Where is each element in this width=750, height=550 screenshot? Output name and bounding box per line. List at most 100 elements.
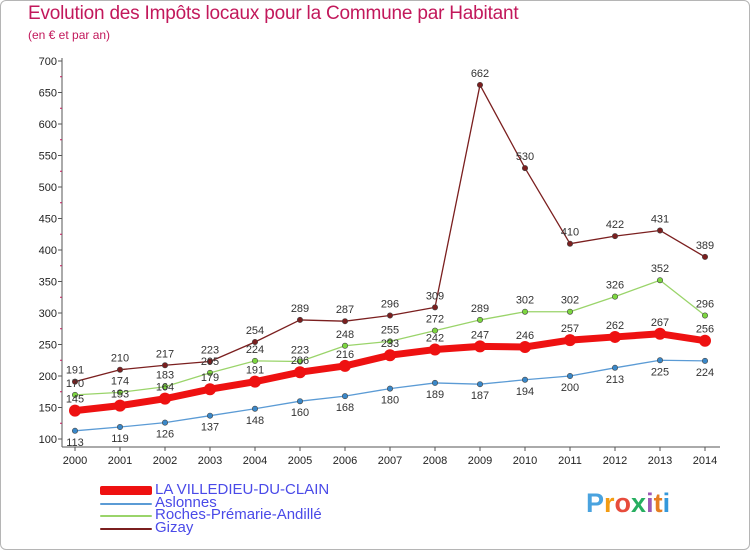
data-point-roches-pr-marie-andill bbox=[341, 342, 348, 349]
x-tick-label: 2001 bbox=[108, 455, 132, 467]
x-tick-label: 2008 bbox=[423, 455, 447, 467]
data-label-la-villedieu-du-clain: 256 bbox=[696, 324, 714, 336]
data-point-roches-pr-marie-andill bbox=[117, 389, 124, 396]
data-point-gizay bbox=[207, 358, 214, 365]
logo-letter: P bbox=[586, 488, 605, 518]
data-point-gizay bbox=[117, 366, 124, 373]
x-tick-label: 2011 bbox=[558, 455, 582, 467]
y-tick-label: 350 bbox=[39, 277, 57, 289]
data-label-la-villedieu-du-clain: 262 bbox=[606, 320, 624, 332]
data-point-la-villedieu-du-clain bbox=[249, 375, 261, 388]
data-point-gizay bbox=[656, 227, 663, 234]
legend-swatch bbox=[100, 527, 152, 530]
data-point-gizay bbox=[611, 233, 618, 240]
y-tick-label: 300 bbox=[39, 308, 57, 320]
data-point-roches-pr-marie-andill bbox=[162, 383, 169, 390]
data-point-la-villedieu-du-clain bbox=[294, 366, 306, 379]
x-tick-label: 2000 bbox=[63, 455, 87, 467]
data-point-la-villedieu-du-clain bbox=[699, 334, 711, 347]
data-label-roches-pr-marie-andill: 352 bbox=[651, 263, 669, 275]
data-point-gizay bbox=[566, 240, 573, 247]
data-label-gizay: 217 bbox=[156, 348, 174, 360]
data-label-roches-pr-marie-andill: 302 bbox=[561, 295, 579, 307]
data-point-la-villedieu-du-clain bbox=[69, 404, 81, 417]
data-label-aslonnes: 168 bbox=[336, 402, 354, 414]
data-label-roches-pr-marie-andill: 289 bbox=[471, 303, 489, 315]
data-label-gizay: 289 bbox=[291, 303, 309, 315]
data-point-la-villedieu-du-clain bbox=[654, 327, 666, 340]
data-label-la-villedieu-du-clain: 153 bbox=[111, 389, 129, 401]
data-label-aslonnes: 194 bbox=[516, 386, 534, 398]
data-label-gizay: 309 bbox=[426, 290, 444, 302]
data-label-gizay: 296 bbox=[381, 299, 399, 311]
data-label-roches-pr-marie-andill: 183 bbox=[156, 370, 174, 382]
data-label-aslonnes: 187 bbox=[471, 390, 489, 402]
data-point-aslonnes bbox=[252, 405, 259, 412]
y-tick-label: 150 bbox=[39, 403, 57, 415]
data-point-aslonnes bbox=[701, 357, 708, 364]
data-label-roches-pr-marie-andill: 170 bbox=[66, 378, 84, 390]
data-label-aslonnes: 224 bbox=[696, 367, 714, 379]
data-point-gizay bbox=[296, 316, 303, 323]
data-point-aslonnes bbox=[431, 379, 438, 386]
x-tick-label: 2009 bbox=[468, 455, 492, 467]
data-label-aslonnes: 137 bbox=[201, 422, 219, 434]
y-tick-label: 700 bbox=[39, 56, 57, 68]
data-label-aslonnes: 200 bbox=[561, 382, 579, 394]
data-label-roches-pr-marie-andill: 272 bbox=[426, 314, 444, 326]
data-label-gizay: 287 bbox=[336, 304, 354, 316]
data-label-roches-pr-marie-andill: 224 bbox=[246, 344, 264, 356]
data-label-roches-pr-marie-andill: 296 bbox=[696, 299, 714, 311]
data-label-la-villedieu-du-clain: 242 bbox=[426, 333, 444, 345]
data-point-la-villedieu-du-clain bbox=[519, 341, 531, 354]
data-point-gizay bbox=[162, 362, 169, 369]
legend-label: Roches-Prémarie-Andillé bbox=[155, 506, 322, 523]
data-point-aslonnes bbox=[296, 398, 303, 405]
x-tick-label: 2012 bbox=[603, 455, 627, 467]
chart-title: Evolution des Impôts locaux pour la Comm… bbox=[28, 3, 519, 24]
logo-letter: r bbox=[604, 488, 615, 518]
data-label-la-villedieu-du-clain: 179 bbox=[201, 372, 219, 384]
y-tick-label: 250 bbox=[39, 340, 57, 352]
data-label-gizay: 210 bbox=[111, 353, 129, 365]
data-label-gizay: 530 bbox=[516, 151, 534, 163]
data-label-la-villedieu-du-clain: 216 bbox=[336, 349, 354, 361]
data-point-la-villedieu-du-clain bbox=[429, 343, 441, 356]
data-label-roches-pr-marie-andill: 255 bbox=[381, 324, 399, 336]
data-label-la-villedieu-du-clain: 246 bbox=[516, 330, 534, 342]
data-label-roches-pr-marie-andill: 223 bbox=[291, 345, 309, 357]
data-label-aslonnes: 180 bbox=[381, 395, 399, 407]
data-label-la-villedieu-du-clain: 206 bbox=[291, 355, 309, 367]
data-label-aslonnes: 148 bbox=[246, 415, 264, 427]
data-point-gizay bbox=[341, 318, 348, 325]
data-label-gizay: 431 bbox=[651, 213, 669, 225]
data-point-aslonnes bbox=[521, 376, 528, 383]
logo-letter: i bbox=[662, 488, 671, 518]
data-point-roches-pr-marie-andill bbox=[386, 338, 393, 345]
legend-label: LA VILLEDIEU-DU-CLAIN bbox=[155, 481, 330, 498]
x-tick-label: 2010 bbox=[513, 455, 537, 467]
data-label-la-villedieu-du-clain: 191 bbox=[246, 365, 264, 377]
y-tick-label: 550 bbox=[39, 151, 57, 163]
x-tick-label: 2007 bbox=[378, 455, 402, 467]
data-point-aslonnes bbox=[611, 364, 618, 371]
data-label-gizay: 191 bbox=[66, 365, 84, 377]
legend-swatch bbox=[100, 515, 152, 517]
data-point-la-villedieu-du-clain bbox=[204, 383, 216, 396]
data-point-aslonnes bbox=[656, 357, 663, 364]
data-label-gizay: 422 bbox=[606, 219, 624, 231]
data-label-aslonnes: 189 bbox=[426, 389, 444, 401]
legend-swatch bbox=[100, 486, 152, 495]
data-point-roches-pr-marie-andill bbox=[611, 293, 618, 300]
data-label-gizay: 223 bbox=[201, 345, 219, 357]
data-label-la-villedieu-du-clain: 164 bbox=[156, 382, 174, 394]
data-point-gizay bbox=[521, 165, 528, 172]
logo-letter: t bbox=[653, 488, 663, 518]
data-label-la-villedieu-du-clain: 257 bbox=[561, 323, 579, 335]
y-tick-label: 600 bbox=[39, 119, 57, 131]
x-tick-label: 2002 bbox=[153, 455, 177, 467]
data-point-gizay bbox=[252, 338, 259, 345]
data-label-aslonnes: 213 bbox=[606, 374, 624, 386]
